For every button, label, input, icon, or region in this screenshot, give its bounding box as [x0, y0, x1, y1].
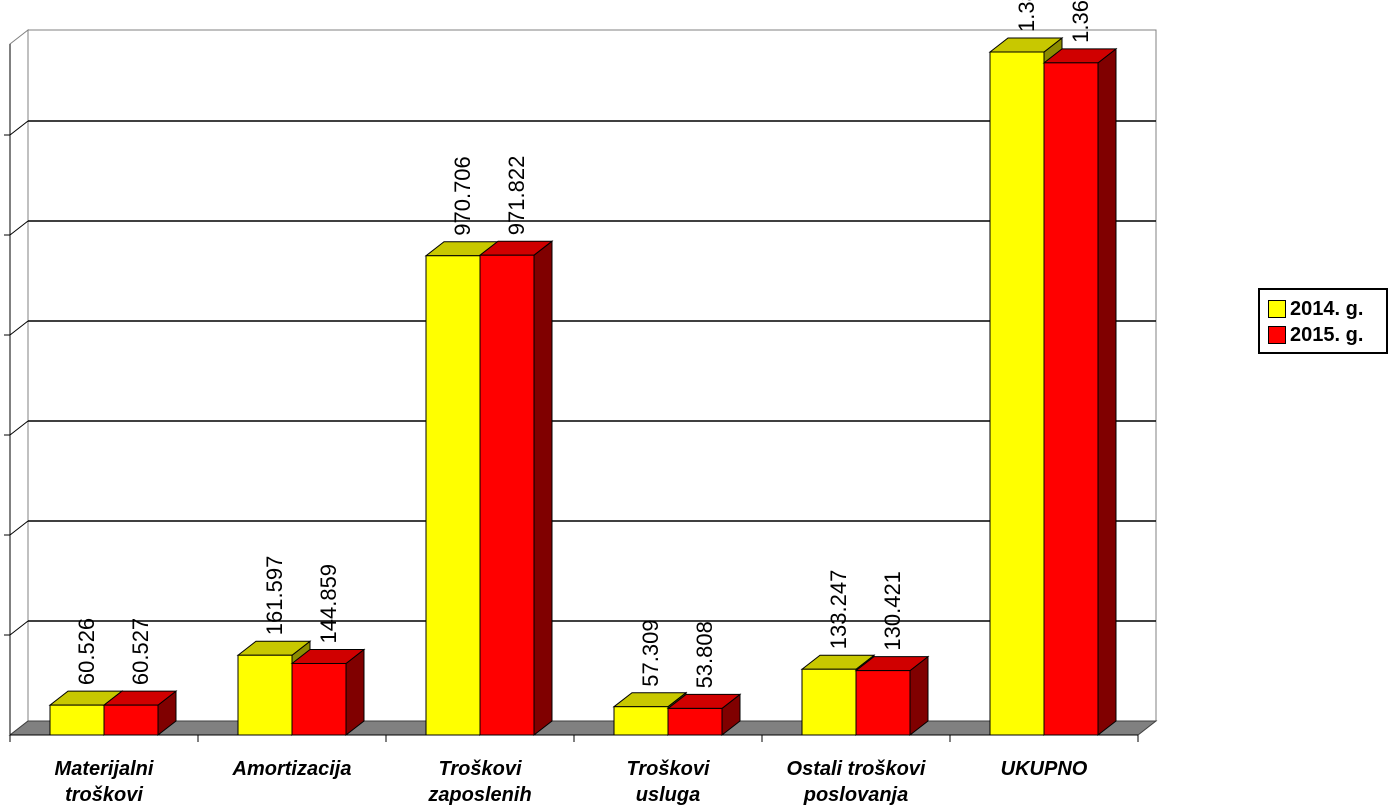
data-label-1-5: 1.361.437	[1068, 0, 1093, 43]
data-label-0-3: 57.309	[638, 619, 663, 686]
legend-item-2014: 2014. g.	[1268, 298, 1363, 320]
legend-swatch-2015	[1268, 326, 1286, 344]
bar-1-0	[103, 704, 159, 736]
legend-item-2015: 2015. g.	[1268, 324, 1363, 346]
side-wall	[9, 28, 29, 737]
category-label-4: poslovanja	[803, 784, 908, 806]
category-label-3: Troškovi	[627, 758, 710, 780]
bar-0-4	[801, 668, 857, 736]
gridline-side	[9, 420, 29, 436]
gridline-side	[9, 220, 29, 236]
legend: 2014. g. 2015. g.	[1258, 288, 1388, 354]
data-label-1-4: 130.421	[880, 571, 905, 651]
bar-1-1	[291, 662, 347, 736]
data-label-0-5: 1.383.385	[1014, 0, 1039, 32]
bar-0-2	[425, 255, 481, 736]
bar-1-4	[855, 670, 911, 736]
category-label-2: Troškovi	[439, 758, 522, 780]
legend-label-2014: 2014. g.	[1290, 297, 1364, 320]
gridline-side	[9, 620, 29, 636]
bar-side-1-1	[345, 648, 365, 737]
data-label-0-2: 970.706	[450, 156, 475, 236]
bar-1-5	[1043, 62, 1099, 736]
bar-0-0	[49, 704, 105, 736]
bar-0-1	[237, 654, 293, 736]
category-label-4: Ostali troškovi	[787, 758, 926, 780]
gridline-side	[9, 320, 29, 336]
data-label-0-0: 60.526	[74, 618, 99, 685]
category-label-5: UKUPNO	[1001, 758, 1088, 780]
bar-side-1-5	[1097, 47, 1117, 737]
bar-side-1-2	[533, 240, 553, 737]
category-label-3: usluga	[636, 784, 700, 806]
data-label-0-1: 161.597	[262, 556, 287, 636]
gridline-side	[9, 120, 29, 136]
bar-1-2	[479, 254, 535, 736]
category-label-1: Amortizacija	[232, 758, 352, 780]
floor	[8, 720, 1158, 736]
data-label-1-0: 60.527	[128, 618, 153, 685]
legend-label-2015: 2015. g.	[1290, 323, 1364, 346]
bar-0-3	[613, 706, 669, 736]
data-label-1-1: 144.859	[316, 564, 341, 644]
category-label-0: Materijalni	[55, 758, 154, 780]
data-label-0-4: 133.247	[826, 570, 851, 650]
back-wall	[27, 29, 1157, 722]
gridline-side	[9, 520, 29, 536]
legend-swatch-2014	[1268, 300, 1286, 318]
data-label-1-2: 971.822	[504, 156, 529, 236]
bar-1-3	[667, 707, 723, 736]
data-label-1-3: 53.808	[692, 621, 717, 688]
bar-0-5	[989, 51, 1045, 736]
category-label-0: troškovi	[65, 784, 143, 806]
category-label-2: zaposlenih	[427, 784, 531, 806]
